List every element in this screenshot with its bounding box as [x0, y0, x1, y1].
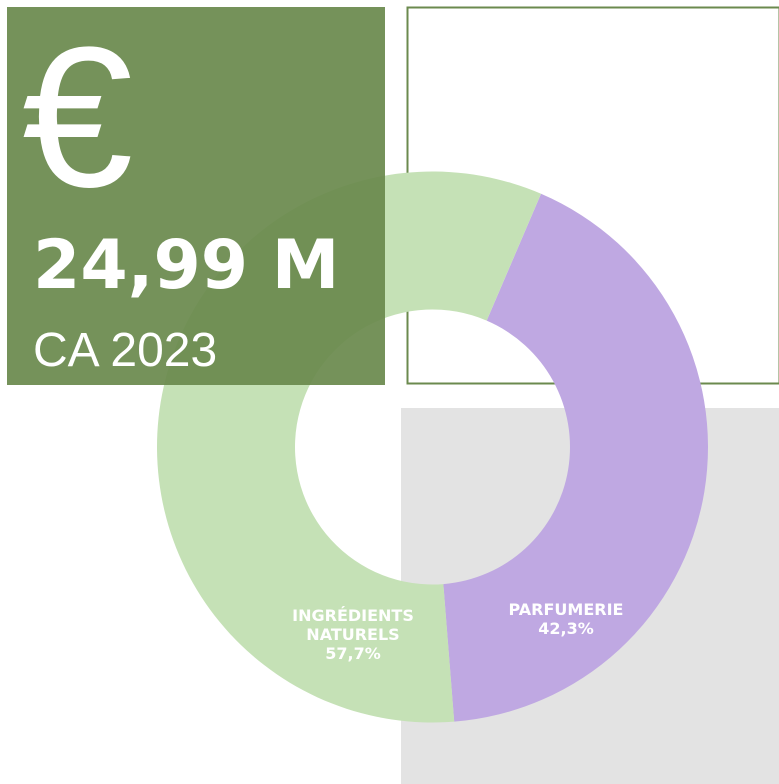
category-label: PARFUMERIE [508, 600, 624, 619]
slice-label: PARFUMERIE 42,3% [481, 600, 651, 638]
category-label: INGRÉDIENTS NATURELS [292, 606, 414, 644]
kpi-label: CA 2023 [33, 324, 217, 377]
kpi-value: 24,99 M [33, 226, 339, 305]
value-label: 42,3% [538, 619, 594, 638]
slice-label: INGRÉDIENTS NATURELS 57,7% [268, 606, 438, 663]
value-label: 57,7% [325, 644, 381, 663]
kpi-symbol: € [22, 6, 133, 229]
kpi-box [7, 7, 385, 385]
donut-slice [443, 193, 709, 722]
